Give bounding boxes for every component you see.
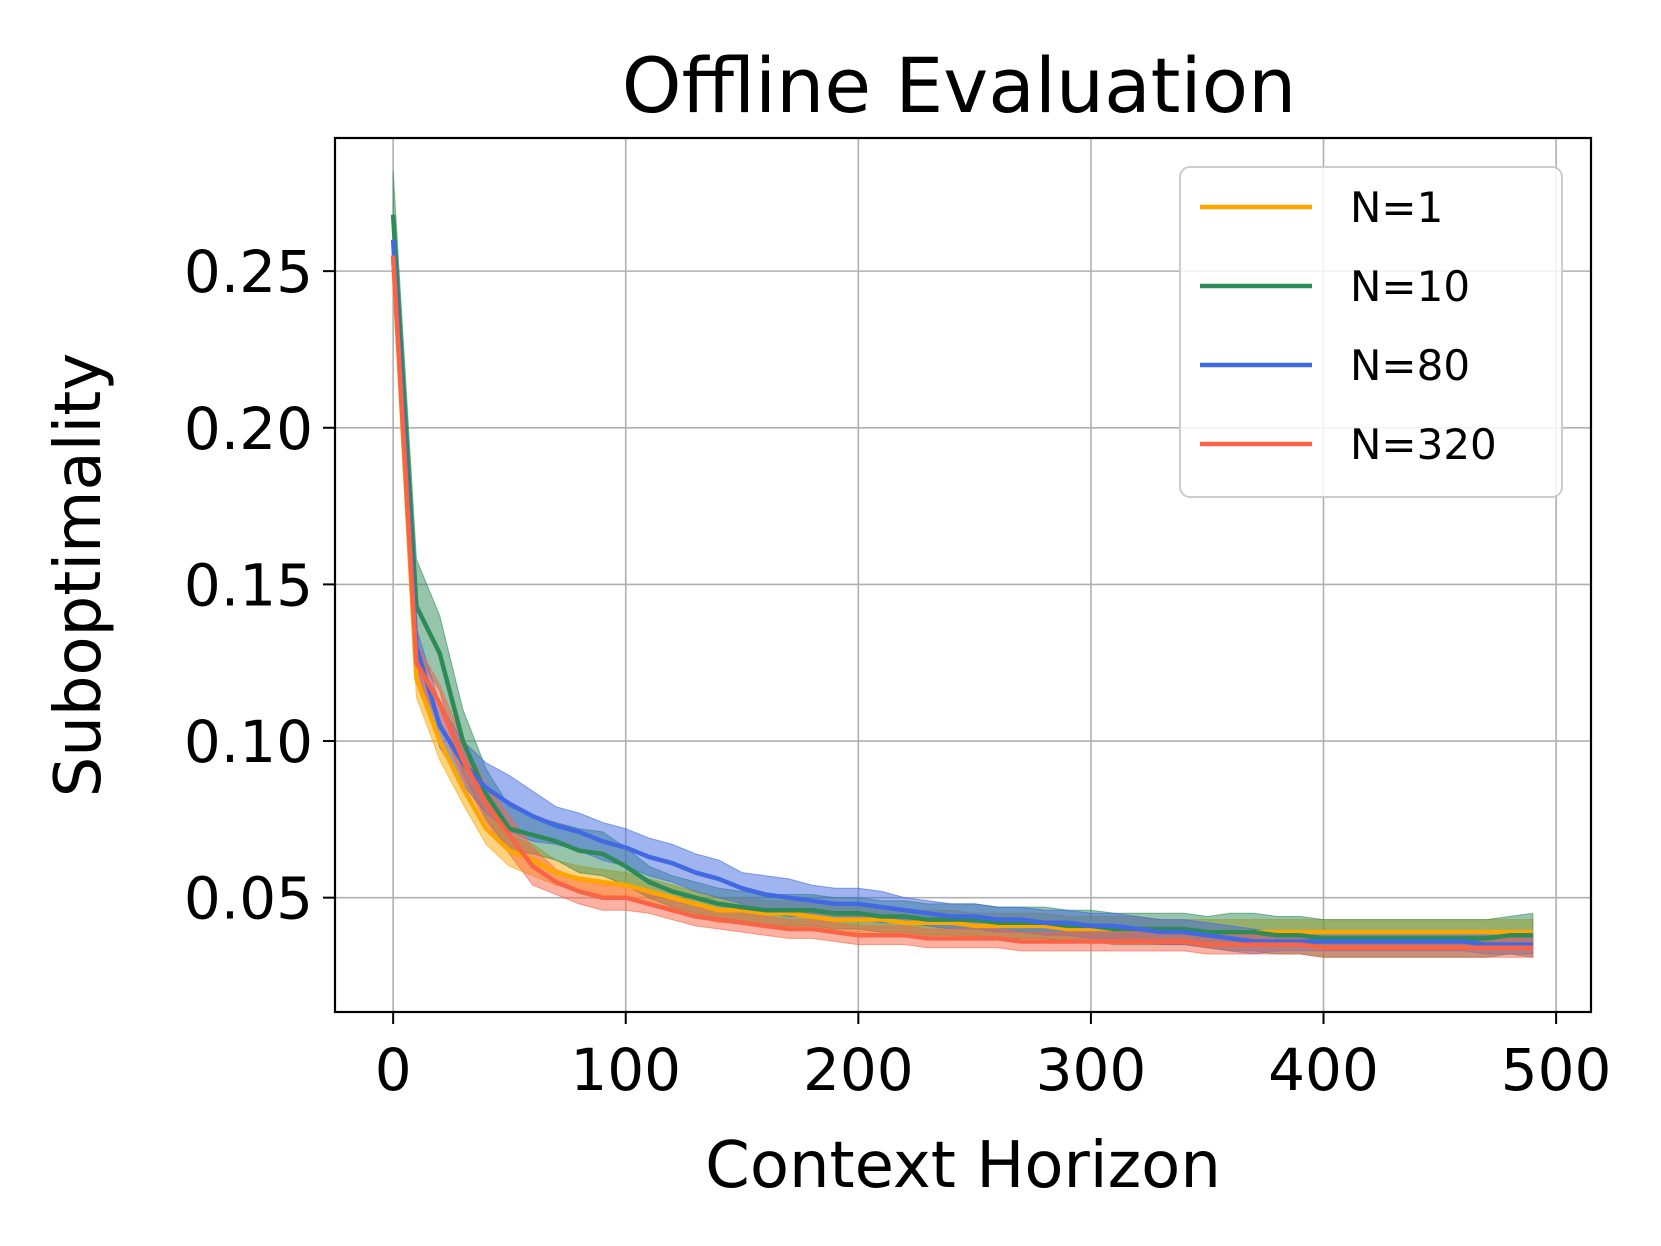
x-axis-ticks: 0 100 200 300 400 500: [375, 1012, 1612, 1104]
legend-box: [1179, 166, 1563, 498]
legend-label-1: N=1: [1350, 183, 1443, 232]
x-tick-label: 100: [570, 1036, 681, 1104]
series-lines: [390, 214, 1533, 951]
x-tick-label: 200: [803, 1036, 914, 1104]
line-series-3: [390, 239, 1533, 947]
x-tick-label: 500: [1501, 1036, 1612, 1104]
y-tick-label: 0.10: [184, 708, 313, 776]
plot-frame: [333, 136, 1593, 1014]
legend-label-3: N=80: [1350, 341, 1470, 390]
line-series-1: [390, 255, 1533, 935]
line-series-4: [390, 255, 1533, 951]
y-tick-label: 0.05: [184, 865, 313, 933]
x-tick-label: 300: [1036, 1036, 1147, 1104]
x-tick-label: 400: [1268, 1036, 1379, 1104]
band-series-4: [392, 242, 1534, 958]
x-tick-label: 0: [375, 1036, 412, 1104]
line-series-2: [390, 214, 1533, 941]
legend: N=1 N=10 N=80 N=320: [1179, 166, 1563, 498]
y-tick-label: 0.15: [184, 551, 313, 619]
x-axis-title: Context Horizon: [705, 1129, 1221, 1203]
y-axis-ticks: 0.05 0.10 0.15 0.20 0.25: [184, 238, 335, 933]
y-axis-title: Suboptimality: [42, 353, 116, 798]
legend-label-2: N=10: [1350, 262, 1470, 311]
legend-label-4: N=320: [1350, 420, 1497, 469]
chart-title: Offline Evaluation: [622, 41, 1297, 130]
y-tick-label: 0.20: [184, 395, 313, 463]
y-tick-label: 0.25: [184, 238, 313, 306]
